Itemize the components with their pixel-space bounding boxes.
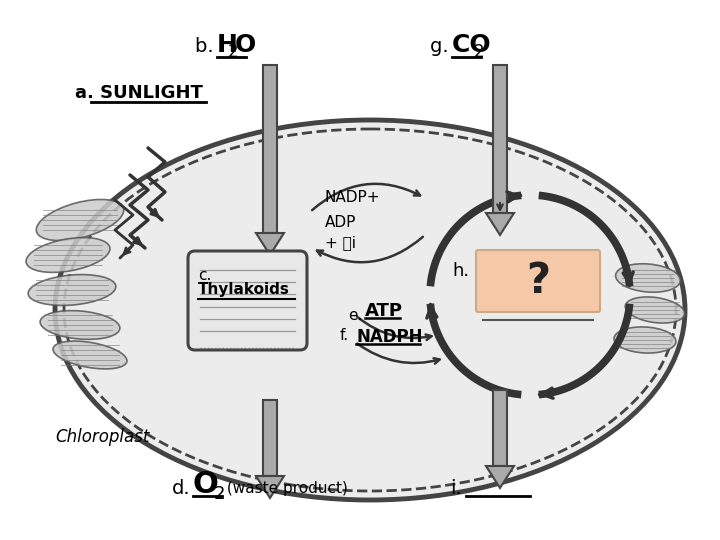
Text: a. SUNLIGHT: a. SUNLIGHT <box>75 84 203 102</box>
Bar <box>263 400 277 476</box>
Ellipse shape <box>26 238 110 272</box>
Text: H: H <box>217 33 238 57</box>
Polygon shape <box>256 476 284 498</box>
Ellipse shape <box>614 327 676 353</box>
Text: i.: i. <box>450 479 462 498</box>
Bar <box>263 65 277 233</box>
Ellipse shape <box>28 274 116 306</box>
Bar <box>493 390 507 466</box>
Polygon shape <box>486 466 514 488</box>
Text: 2: 2 <box>228 43 238 61</box>
Text: 2: 2 <box>474 43 485 61</box>
Text: e.: e. <box>348 308 362 323</box>
Text: ?: ? <box>526 260 550 302</box>
Polygon shape <box>486 213 514 235</box>
Text: NADP+: NADP+ <box>325 190 380 205</box>
Ellipse shape <box>55 120 685 500</box>
Text: 2: 2 <box>214 485 225 503</box>
Text: g.: g. <box>430 37 455 56</box>
Ellipse shape <box>40 310 120 339</box>
Ellipse shape <box>36 199 124 240</box>
Text: Chloroplast: Chloroplast <box>55 428 149 446</box>
Text: (waste product): (waste product) <box>222 481 348 496</box>
Text: CO: CO <box>452 33 492 57</box>
Polygon shape <box>256 233 284 255</box>
Text: O: O <box>193 470 219 499</box>
Bar <box>493 65 507 213</box>
Text: NADPH: NADPH <box>356 328 423 346</box>
Text: ATP: ATP <box>365 302 403 320</box>
Text: Thylakoids: Thylakoids <box>198 282 290 297</box>
Text: f.: f. <box>340 328 349 343</box>
Text: O: O <box>235 33 256 57</box>
Text: d.: d. <box>172 479 191 498</box>
Text: + Ⓗi: + Ⓗi <box>325 235 356 250</box>
Text: b.: b. <box>195 37 220 56</box>
Ellipse shape <box>616 264 680 292</box>
Text: ADP: ADP <box>325 215 356 230</box>
FancyBboxPatch shape <box>188 251 307 350</box>
Ellipse shape <box>625 297 685 323</box>
Text: c.: c. <box>198 268 212 283</box>
Text: h.: h. <box>452 262 469 280</box>
Ellipse shape <box>53 341 127 369</box>
FancyBboxPatch shape <box>476 250 600 312</box>
